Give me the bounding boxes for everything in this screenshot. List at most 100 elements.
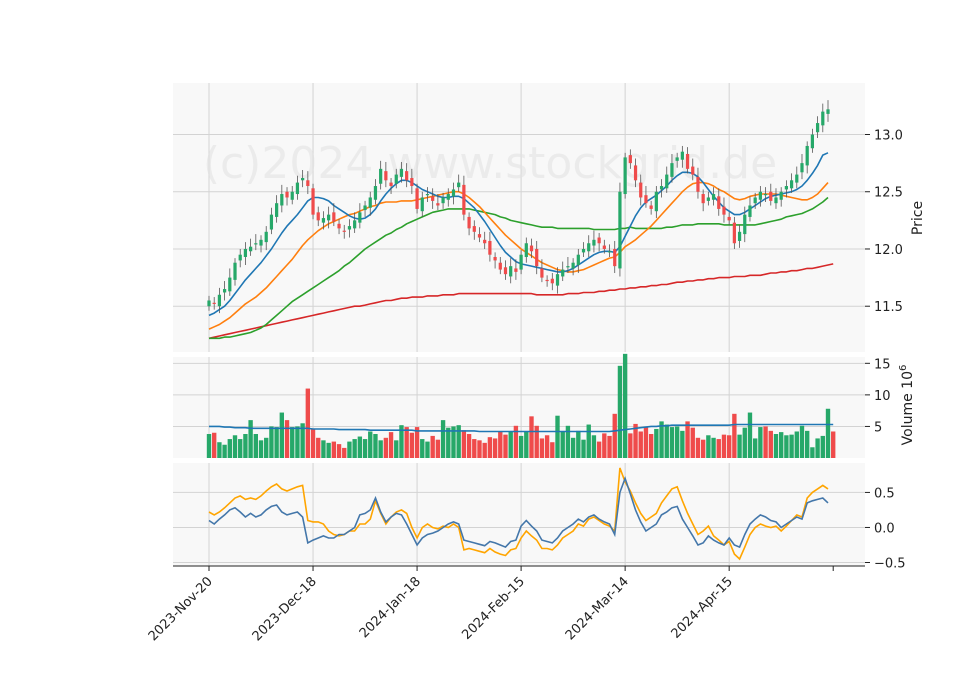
candle-body <box>618 191 622 269</box>
candle-body <box>561 269 565 277</box>
volume-bar <box>825 408 831 458</box>
volume-bar <box>487 437 493 458</box>
volume-axis-title: Volume 106 <box>898 365 916 446</box>
volume-bar <box>368 431 373 458</box>
candle-body <box>696 176 700 192</box>
candle-body <box>311 188 315 215</box>
volume-bar <box>238 439 243 458</box>
volume-bar <box>737 434 742 458</box>
candle-body <box>597 237 601 244</box>
candle-body <box>602 245 606 249</box>
candle-body <box>342 230 346 232</box>
volume-bar <box>747 412 753 458</box>
candle-body <box>659 186 664 190</box>
volume-bar <box>435 439 441 458</box>
oscillator-tick-label: 0.0 <box>874 521 895 536</box>
volume-bar <box>779 432 784 458</box>
volume-bar <box>248 420 253 458</box>
volume-bar <box>711 437 716 458</box>
volume-bar <box>290 427 295 458</box>
candle-body <box>769 191 773 201</box>
candle-body <box>368 197 372 208</box>
candle-body <box>488 240 492 255</box>
candle-body <box>774 197 778 204</box>
volume-bar <box>352 439 357 458</box>
volume-bar <box>695 437 701 458</box>
volume-bar <box>721 434 727 458</box>
volume-bar <box>357 436 363 458</box>
volume-bar <box>596 441 602 458</box>
volume-bar <box>700 439 706 458</box>
volume-bar <box>799 425 805 458</box>
volume-bar <box>570 437 576 458</box>
volume-bar <box>815 438 820 458</box>
volume-bar <box>758 427 763 458</box>
candle-body <box>535 248 539 267</box>
candle-body <box>800 163 804 173</box>
volume-bar <box>534 425 539 458</box>
candle-body <box>509 266 513 277</box>
volume-bar <box>446 427 451 458</box>
volume-bar <box>347 441 352 458</box>
volume-bar <box>628 433 633 458</box>
candle-body <box>363 205 367 211</box>
candle-body <box>633 165 638 181</box>
candle-body <box>337 223 341 229</box>
volume-bar <box>607 435 612 458</box>
volume-bar <box>284 420 290 458</box>
volume-tick-label: 10 <box>874 389 891 404</box>
candle-body <box>722 206 726 215</box>
volume-bar <box>565 425 571 458</box>
x-tick-label: 2024-Feb-15 <box>459 574 528 643</box>
volume-bar <box>732 413 737 458</box>
candle-body <box>405 171 409 181</box>
volume-bar <box>451 426 456 458</box>
candle-body <box>301 178 305 181</box>
volume-bar <box>295 426 300 458</box>
candle-body <box>519 254 523 270</box>
volume-bar <box>513 425 519 458</box>
ma-200-line <box>208 263 834 340</box>
candlesticks <box>207 100 830 314</box>
volume-bar <box>305 388 311 458</box>
candle-body <box>431 196 435 201</box>
volume-bar <box>326 442 331 458</box>
volume-bar <box>602 433 607 458</box>
volume-bar <box>373 434 378 458</box>
volume-bar <box>529 416 534 458</box>
candle-body <box>644 195 648 204</box>
oscillator-tick-label: 0.5 <box>874 486 895 501</box>
volume-bar <box>643 427 649 458</box>
volume-bar <box>622 353 628 458</box>
volume-bar <box>669 427 675 458</box>
x-tick-label: 2024-Jan-18 <box>357 574 424 641</box>
candle-body <box>826 109 830 114</box>
volume-bar <box>576 430 581 458</box>
volume-bar <box>664 424 669 458</box>
candle-body <box>399 168 404 177</box>
x-tick-label: 2023-Dec-18 <box>250 574 320 644</box>
volume-bar <box>388 432 394 458</box>
candle-body <box>639 182 643 198</box>
volume-bar <box>321 440 326 458</box>
candle-body <box>607 251 612 253</box>
volume-bar <box>648 434 654 458</box>
watermark: (c)2024 www.stockgrid.de <box>203 138 777 189</box>
candle-body <box>805 145 809 166</box>
volume-bar <box>524 431 529 458</box>
candle-body <box>706 197 710 201</box>
volume-bar <box>591 435 597 458</box>
volume-bar <box>456 425 461 458</box>
candle-body <box>264 231 268 243</box>
volume-bar <box>217 442 222 458</box>
candle-body <box>784 186 788 190</box>
candle-body <box>389 182 393 187</box>
candle-body <box>233 262 237 280</box>
volume-bar <box>742 427 747 458</box>
candle-body <box>327 214 331 221</box>
candle-body <box>701 194 705 204</box>
volume-bar <box>508 431 513 458</box>
volume-axis-exponent: 6 <box>898 365 909 371</box>
candle-body <box>384 171 388 181</box>
volume-bar <box>258 440 264 458</box>
